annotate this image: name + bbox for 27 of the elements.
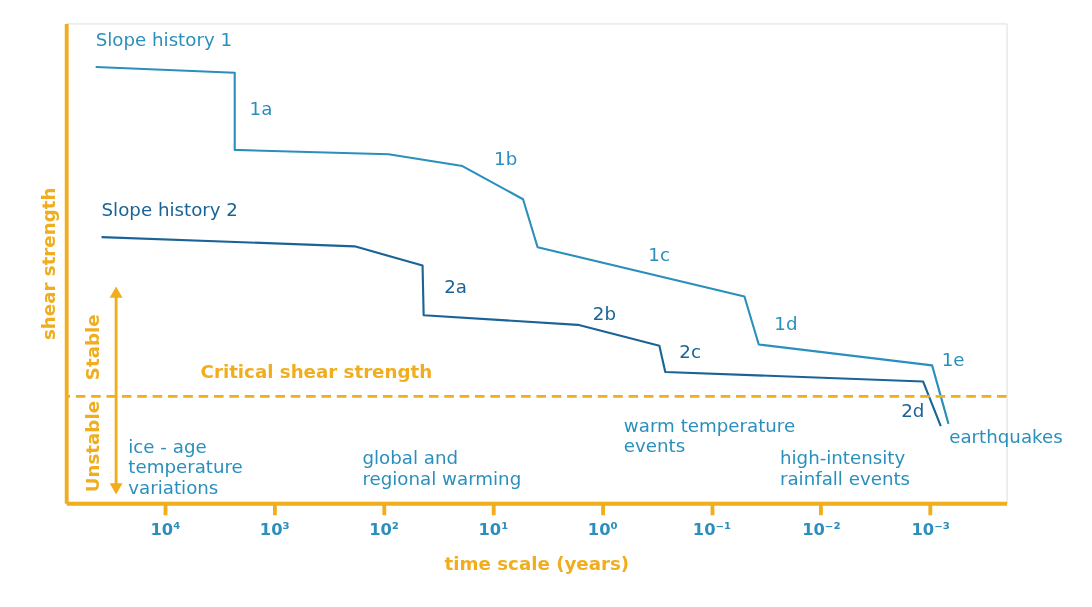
annotation: 2d — [901, 400, 925, 422]
x-tick-label: 10³ — [259, 520, 290, 540]
annotation: 2c — [679, 340, 701, 362]
annotation: 1e — [941, 348, 965, 370]
annotation: ice - age temperature variations — [128, 436, 243, 498]
x-tick-label: 10⁰ — [587, 520, 618, 540]
annotation: global and regional warming — [362, 447, 522, 489]
annotation: Stable — [82, 314, 104, 381]
x-tick-label: 10⁻³ — [911, 520, 950, 540]
x-tick-label: 10¹ — [478, 520, 509, 540]
x-tick-label: 10⁻² — [802, 520, 841, 540]
series-label: Slope history 2 — [101, 199, 238, 221]
y-axis-title: shear strength — [38, 187, 60, 341]
annotation: 1c — [648, 243, 670, 265]
annotation: 1b — [494, 148, 518, 170]
x-tick-label: 10⁴ — [150, 520, 181, 540]
ref-line-label: Critical shear strength — [200, 361, 433, 383]
x-tick-label: 10⁻¹ — [692, 520, 732, 540]
annotation: 1a — [249, 98, 273, 120]
series-label: Slope history 1 — [95, 28, 233, 50]
annotation: 2a — [444, 275, 468, 297]
x-axis-title: time scale (years) — [444, 552, 630, 574]
x-tick-label: 10² — [369, 520, 399, 540]
annotation: Unstable — [82, 400, 104, 493]
annotation: 2b — [592, 302, 616, 324]
annotation: earthquakes — [949, 425, 1063, 447]
annotation: 1d — [774, 312, 798, 334]
